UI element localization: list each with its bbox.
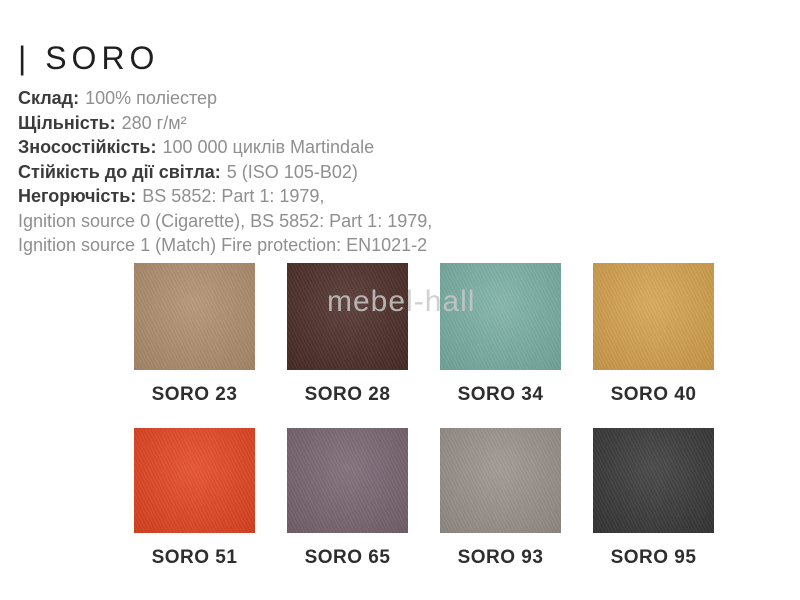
spec-line-density: Щільність: 280 г/м² [18,111,488,136]
spec-value: Ignition source 0 (Cigarette), BS 5852: … [18,210,433,231]
swatch-label: SORO 51 [151,547,238,568]
spec-value: 280 г/м² [121,112,187,133]
swatch-label: SORO 95 [610,547,697,568]
swatch-label: SORO 34 [457,384,544,405]
swatch-cell-soro-28: SORO 28 [287,263,408,406]
swatch-cell-soro-51: SORO 51 [134,428,255,569]
swatch-cell-soro-34: SORO 34 [440,263,561,406]
spec-line-lightfastness: Стійкість до дії світла: 5 (ISO 105-B02) [18,160,488,185]
swatch-row-1: SORO 23 SORO 28 SORO 34 SORO 40 [134,263,714,406]
fabric-swatch-soro-95[interactable] [593,428,714,533]
spec-value: 100 000 циклів Martindale [162,137,375,157]
spec-label: Стійкість до дії світла: [18,161,221,182]
swatch-cell-soro-40: SORO 40 [593,263,714,406]
spec-line-abrasion: Зносостійкість: 100 000 циклів Martindale [18,135,488,160]
swatch-label: SORO 40 [610,384,697,405]
spec-label: Негорючість: [18,186,137,206]
fabric-swatch-soro-93[interactable] [440,428,561,533]
fabric-swatch-soro-34[interactable] [440,263,561,370]
fabric-swatch-soro-23[interactable] [134,263,255,370]
swatch-label: SORO 65 [304,547,391,568]
fabric-swatch-soro-28[interactable] [287,263,408,370]
spec-value: 5 (ISO 105-B02) [226,161,358,182]
spec-value: Ignition source 1 (Match) Fire protectio… [18,235,428,255]
spec-value: 100% поліестер [85,88,218,108]
spec-line-composition: Склад: 100% поліестер [18,86,488,111]
spec-label: Щільність: [18,112,116,133]
page-title: | SORO [18,40,160,77]
spec-line-flammability: Негорючість: BS 5852: Part 1: 1979, [18,184,488,209]
swatch-cell-soro-23: SORO 23 [134,263,255,406]
spec-label: Зносостійкість: [18,137,157,157]
specs-block: Склад: 100% поліестер Щільність: 280 г/м² … [18,86,488,258]
swatch-label: SORO 23 [151,384,238,405]
swatch-cell-soro-65: SORO 65 [287,428,408,569]
fabric-swatch-soro-65[interactable] [287,428,408,533]
swatch-label: SORO 93 [457,547,544,568]
swatch-cell-soro-95: SORO 95 [593,428,714,569]
swatch-label: SORO 28 [304,384,391,405]
swatch-cell-soro-93: SORO 93 [440,428,561,569]
fabric-swatch-soro-40[interactable] [593,263,714,370]
spec-value: BS 5852: Part 1: 1979, [142,186,325,206]
spec-line-ignition-0: Ignition source 0 (Cigarette), BS 5852: … [18,209,488,234]
spec-label: Склад: [18,88,80,108]
spec-line-ignition-1: Ignition source 1 (Match) Fire protectio… [18,233,488,258]
fabric-swatch-soro-51[interactable] [134,428,255,533]
swatch-row-2: SORO 51 SORO 65 SORO 93 SORO 95 [134,428,714,569]
